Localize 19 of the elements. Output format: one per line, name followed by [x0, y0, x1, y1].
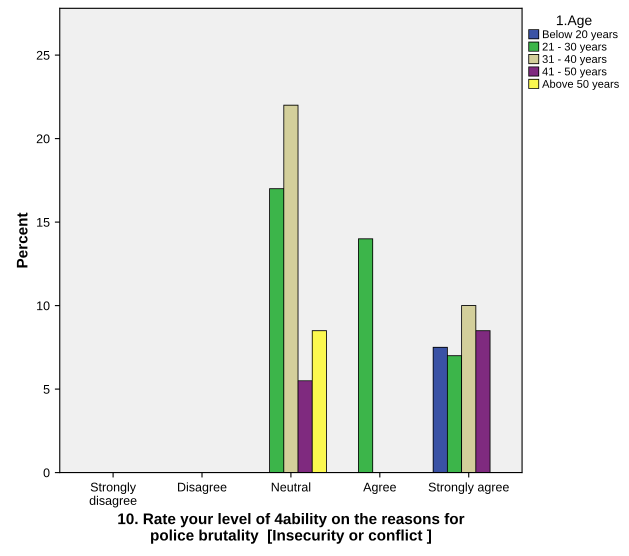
y-tick-label: 20: [36, 134, 50, 144]
x-tick-label: Agree: [363, 482, 396, 494]
legend-label: Below 20 years: [542, 30, 618, 40]
legend-label: 41 - 50 years: [542, 68, 607, 78]
y-axis-title: Percent: [16, 212, 28, 268]
x-tick-label: Strongly agree: [428, 482, 509, 494]
legend-title: 1.Age: [556, 16, 592, 28]
x-axis-title: 10. Rate your level of 4ability on the reasons for police brutality [Insecurity or conflict ]: [118, 512, 464, 544]
legend-label: Above 50 years: [542, 80, 619, 90]
legend-label: 21 - 30 years: [542, 42, 607, 53]
y-tick-label: 15: [37, 218, 50, 227]
x-tick-label: Disagree: [178, 482, 226, 494]
legend-label: 31 - 40 years: [542, 55, 607, 66]
x-tick-label: Strongly disagree: [90, 482, 137, 508]
y-tick-label: 5: [44, 385, 50, 394]
y-tick-label: 0: [44, 468, 50, 478]
y-tick-label: 10: [37, 301, 50, 310]
x-tick-label: Neutral: [272, 482, 310, 492]
y-tick-label: 25: [36, 50, 50, 60]
